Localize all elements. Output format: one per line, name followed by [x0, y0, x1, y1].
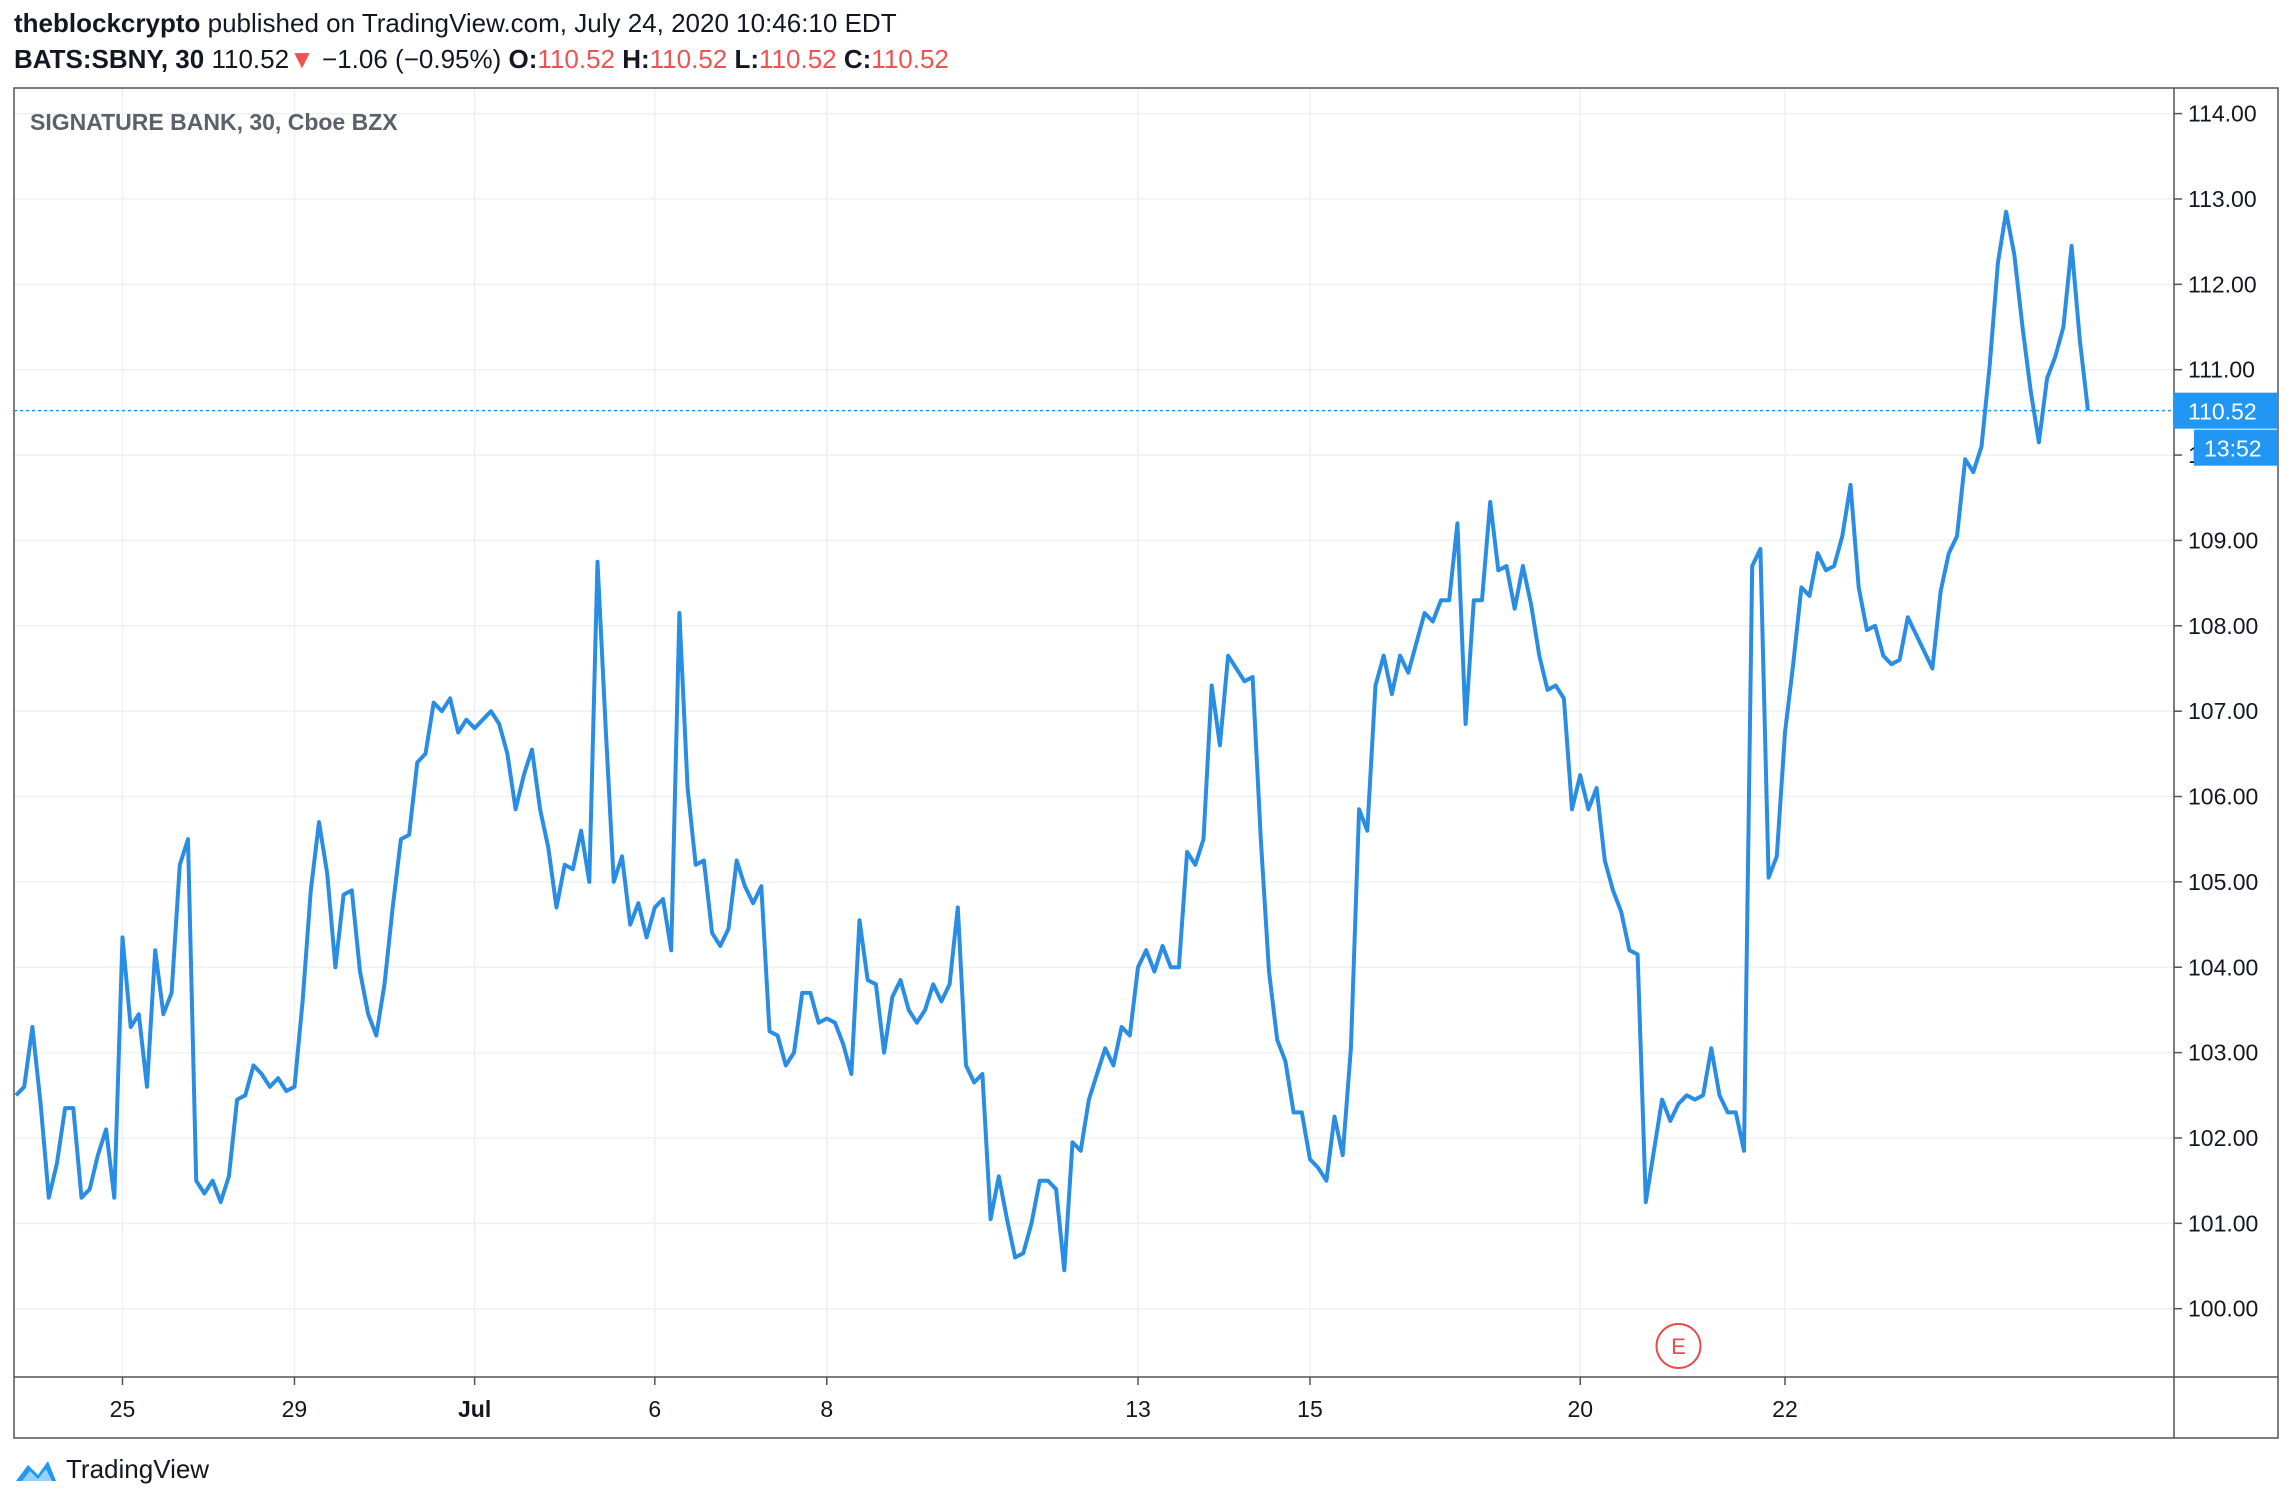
y-tick-label: 107.00 [2188, 698, 2258, 724]
time-axis[interactable]: 25 29 Jul 6 8 13 15 20 22 [110, 1377, 1798, 1422]
x-tick-label: 22 [1772, 1396, 1798, 1422]
y-tick-label: 106.00 [2188, 784, 2258, 810]
last-price-tag-label: 110.52 [2188, 399, 2257, 425]
high-value: 110.52 [649, 44, 728, 74]
open-value: 110.52 [537, 44, 615, 74]
series-line[interactable] [14, 209, 2090, 1273]
earnings-circle[interactable] [1655, 1323, 1702, 1369]
high-label: H: [622, 44, 650, 74]
grid [14, 88, 2174, 1377]
published-text: published on TradingView.com, July 24, 2… [207, 8, 897, 38]
y-tick-label: 112.00 [2188, 271, 2257, 297]
last-price-text: 110.52 [211, 44, 290, 74]
x-tick-label: 29 [282, 1396, 308, 1422]
publisher-name[interactable]: theblockcrypto [14, 8, 201, 38]
y-tick-label: 105.00 [2188, 869, 2258, 895]
x-tick-label: 20 [1567, 1396, 1593, 1422]
x-tick-label: 13 [1125, 1396, 1151, 1422]
symbol-label: BATS:SBNY, 30 [14, 44, 205, 74]
y-tick-label: 102.00 [2188, 1125, 2258, 1151]
footer-brand[interactable]: TradingView [14, 1454, 209, 1485]
y-tick-label: 103.00 [2188, 1040, 2258, 1066]
y-tick-label: 100.00 [2188, 1296, 2258, 1322]
countdown-label: 13:52 [2204, 436, 2262, 462]
price-chart[interactable]: SIGNATURE BANK, 30, Cboe BZX 100.00 101.0… [0, 0, 2294, 1440]
x-tick-label: 6 [648, 1396, 661, 1422]
x-tick-label: 15 [1297, 1396, 1323, 1422]
y-tick-label: 111.00 [2188, 357, 2255, 383]
earnings-marker[interactable]: E [1655, 1323, 1702, 1369]
earnings-label: E [1671, 1334, 1686, 1359]
y-tick-label: 108.00 [2188, 613, 2258, 639]
x-tick-label: 25 [110, 1396, 136, 1422]
price-tags: 110.52 13:52 [2174, 392, 2278, 466]
y-tick-label: 109.00 [2188, 527, 2258, 553]
change-text: −1.06 (−0.95%) [322, 44, 502, 74]
price-axis[interactable]: 100.00 101.00 102.00 103.00 104.00 105.00 106.… [2174, 101, 2258, 1322]
countdown-tag [2194, 429, 2278, 466]
y-tick-label: 104.00 [2188, 954, 2258, 980]
y-tick-label: 113.00 [2188, 186, 2257, 212]
tradingview-logo-icon [16, 1460, 56, 1481]
low-value: 110.52 [759, 44, 837, 74]
low-label: L: [734, 44, 760, 74]
chart-frame [13, 87, 2279, 1439]
brand-name: TradingView [66, 1454, 210, 1484]
x-tick-label: 8 [820, 1396, 833, 1422]
close-label: C: [843, 44, 872, 74]
y-tick-label: 101.00 [2188, 1210, 2258, 1236]
last-price-tag [2174, 392, 2278, 429]
close-value: 110.52 [871, 44, 949, 74]
legend-line: BATS:SBNY, 30 110.52▼ −1.06 (−0.95%) O:1… [14, 44, 949, 75]
x-tick-label: Jul [458, 1396, 491, 1422]
chart-title: SIGNATURE BANK, 30, Cboe BZX [30, 109, 398, 135]
publish-info: theblockcrypto published on TradingView.… [14, 8, 897, 39]
y-tick-label: 114.00 [2188, 101, 2257, 127]
down-arrow-icon: ▼ [289, 44, 315, 74]
open-label: O: [508, 44, 538, 74]
